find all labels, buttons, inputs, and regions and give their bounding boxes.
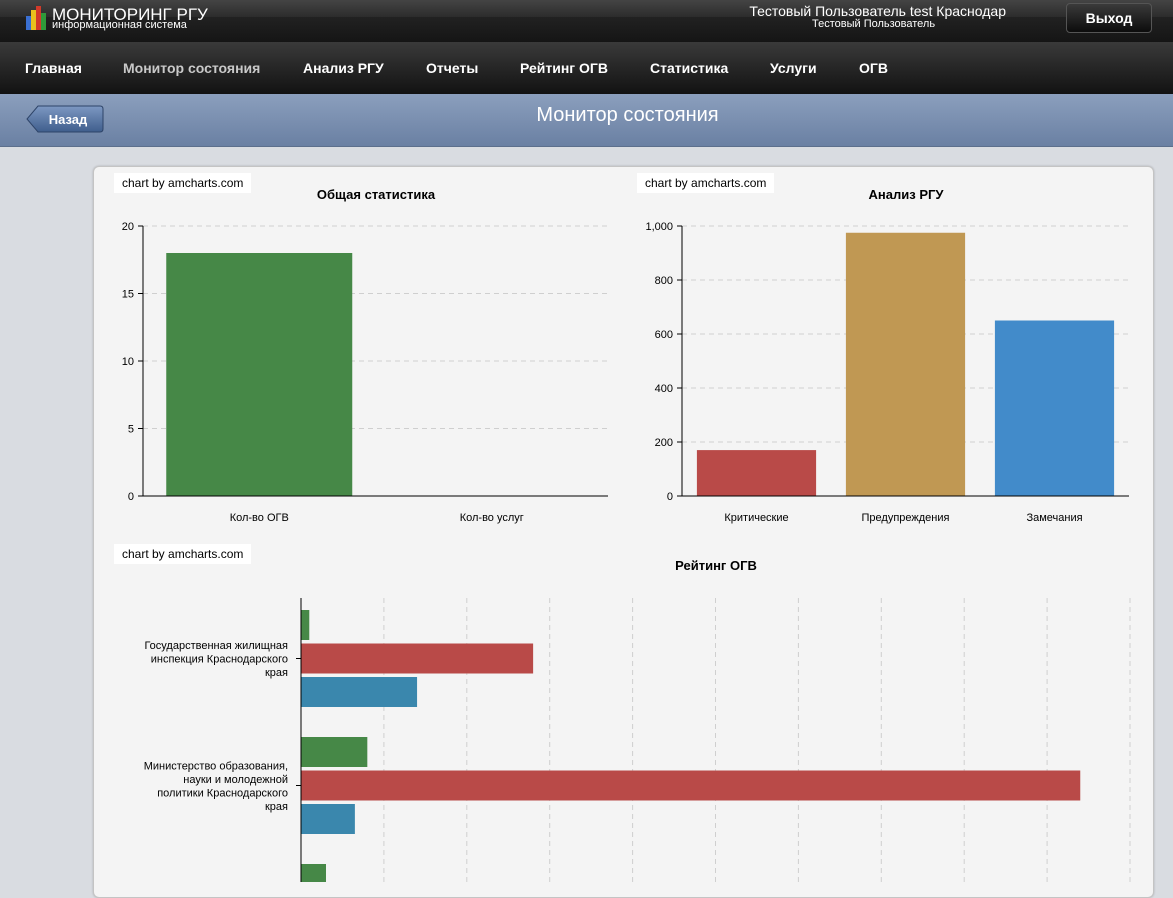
bar xyxy=(696,450,817,496)
bar xyxy=(845,232,966,496)
x-category-label: Замечания xyxy=(1026,512,1082,524)
chart-title-general-stats: Общая статистика xyxy=(316,187,436,202)
y-category-label: Государственная жилищная инспекция Красно… xyxy=(144,640,288,679)
nav-item-services[interactable]: Услуги xyxy=(770,60,817,76)
bar xyxy=(301,804,355,834)
y-tick-label: 10 xyxy=(122,356,134,368)
y-category-label: Министерство образования, науки и молодеж… xyxy=(144,760,288,813)
nav-item-ogv-rating[interactable]: Рейтинг ОГВ xyxy=(520,60,608,76)
back-button-label: Назад xyxy=(49,112,88,127)
y-tick-label: 600 xyxy=(655,329,673,341)
chart-credit-2[interactable]: chart by amcharts.com xyxy=(637,173,775,193)
y-tick-label: 200 xyxy=(655,437,673,449)
y-tick-label: 800 xyxy=(655,275,673,287)
x-category-label: Кол-во услуг xyxy=(460,512,524,524)
chart-credit-1[interactable]: chart by amcharts.com xyxy=(114,173,252,193)
bar xyxy=(166,253,353,496)
top-header: МОНИТОРИНГ РГУ информационная система Те… xyxy=(0,0,1173,42)
x-category-label: Критические xyxy=(724,512,788,524)
general-stats-chart: 0 5 10 15 20 Кол-во ОГВ Кол-во услуг xyxy=(122,221,608,524)
nav-item-rgu-analysis[interactable]: Анализ РГУ xyxy=(303,60,384,76)
bar xyxy=(994,320,1115,496)
logout-button[interactable]: Выход xyxy=(1066,3,1152,33)
y-tick-label: 1,000 xyxy=(645,221,673,233)
back-button[interactable]: Назад xyxy=(26,105,104,133)
y-tick-label: 15 xyxy=(122,289,134,301)
bar xyxy=(301,677,418,707)
app-title: МОНИТОРИНГ РГУ xyxy=(52,5,208,24)
page-header: Назад Монитор состояния xyxy=(0,94,1173,147)
bar xyxy=(301,770,1081,801)
user-short-name: Тестовый Пользователь xyxy=(812,18,936,30)
app-subtitle: информационная система xyxy=(52,19,187,31)
nav-item-statistics[interactable]: Статистика xyxy=(650,60,729,76)
nav-item-home[interactable]: Главная xyxy=(25,60,82,76)
back-arrow-icon: Назад xyxy=(26,105,104,133)
user-full-name: Тестовый Пользователь test Краснодар xyxy=(749,3,1006,19)
logo-icon xyxy=(26,6,48,30)
y-tick-label: 20 xyxy=(122,221,134,233)
nav-item-ogv[interactable]: ОГВ xyxy=(859,60,888,76)
page-title: Монитор состояния xyxy=(536,104,719,126)
y-tick-label: 0 xyxy=(667,491,673,503)
bar xyxy=(301,737,368,767)
nav-item-state-monitor[interactable]: Монитор состояния xyxy=(123,60,261,76)
ogv-rating-chart: Государственная жилищная инспекция Красно… xyxy=(144,598,1131,882)
x-category-label: Предупреждения xyxy=(862,512,950,524)
y-tick-label: 400 xyxy=(655,383,673,395)
bar xyxy=(301,643,534,674)
chart-credit-3[interactable]: chart by amcharts.com xyxy=(114,544,252,564)
chart-title-rgu-analysis: Анализ РГУ xyxy=(868,187,944,202)
bar xyxy=(301,864,326,882)
y-tick-label: 0 xyxy=(128,491,134,503)
bar xyxy=(301,610,310,640)
nav-item-reports[interactable]: Отчеты xyxy=(426,60,479,76)
main-nav: Главная Монитор состояния Анализ РГУ Отч… xyxy=(0,42,1173,94)
rgu-analysis-chart: 0 200 400 600 800 1,000 Критические Предупрежде… xyxy=(645,221,1129,524)
y-tick-label: 5 xyxy=(128,424,134,436)
header-gloss xyxy=(0,0,1173,17)
x-category-label: Кол-во ОГВ xyxy=(230,512,289,524)
chart-title-ogv-rating: Рейтинг ОГВ xyxy=(675,558,757,573)
